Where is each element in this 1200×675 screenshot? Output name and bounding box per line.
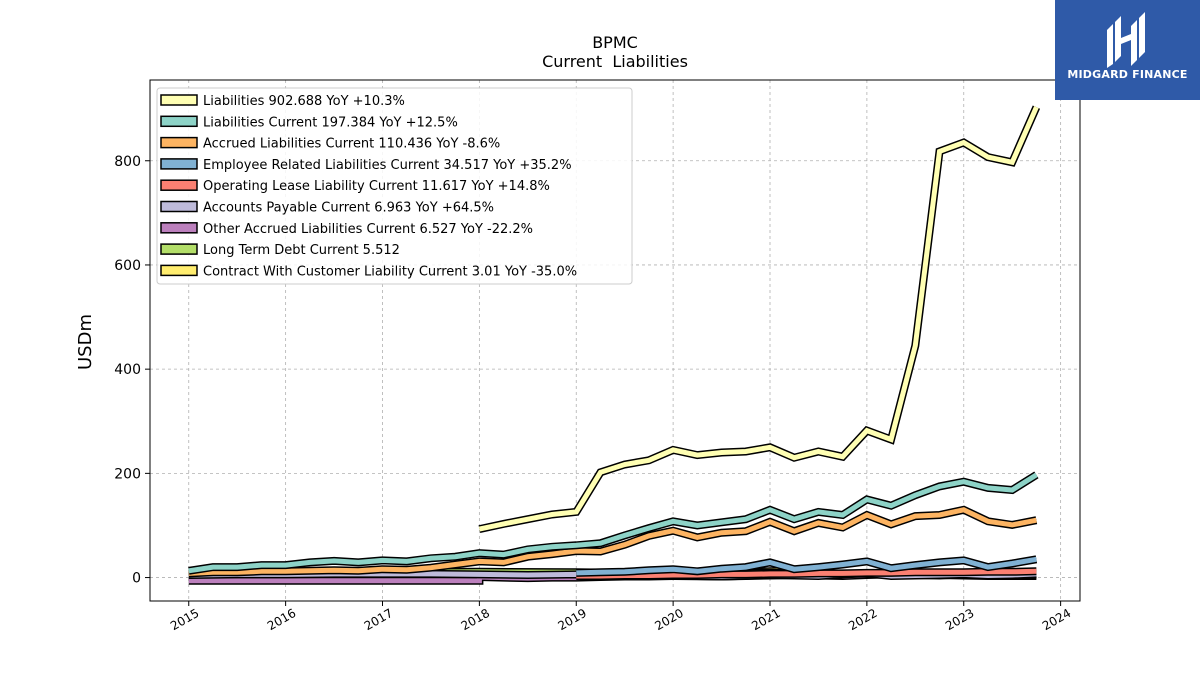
series-line bbox=[576, 556, 1037, 576]
series-employee-related-liabilities-current bbox=[576, 555, 1038, 577]
x-tick-label: 2015 bbox=[168, 606, 201, 633]
series-line bbox=[188, 507, 1037, 576]
midgard-logo-icon bbox=[1107, 12, 1145, 68]
x-tick-label: 2020 bbox=[652, 606, 685, 633]
series-liabilities bbox=[478, 105, 1041, 534]
legend-swatch bbox=[160, 158, 198, 170]
x-tick-label: 2023 bbox=[943, 606, 976, 633]
y-tick-label: 800 bbox=[114, 154, 141, 170]
x-tick-label: 2021 bbox=[749, 606, 782, 633]
legend-label: Other Accrued Liabilities Current 6.527 … bbox=[203, 222, 533, 237]
plot-area-frame bbox=[149, 79, 1081, 602]
x-tick-label: 2018 bbox=[459, 606, 492, 633]
legend-label: Liabilities Current 197.384 YoY +12.5% bbox=[203, 115, 458, 130]
legend-swatch bbox=[160, 94, 198, 106]
x-tick-label: 2024 bbox=[1040, 606, 1073, 633]
legend-swatch bbox=[160, 264, 198, 277]
series-line-outline bbox=[188, 471, 1039, 575]
legend-swatch bbox=[160, 115, 198, 128]
y-tick-label: 200 bbox=[114, 466, 141, 482]
series-liabilities-current bbox=[188, 471, 1039, 575]
y-tick-label: 0 bbox=[132, 571, 141, 587]
x-tick-label: 2017 bbox=[362, 606, 395, 633]
chart-title: BPMC bbox=[592, 33, 638, 52]
brand-logo: MIDGARD FINANCE bbox=[1055, 0, 1200, 100]
series-line bbox=[188, 472, 1038, 574]
legend-label: Liabilities 902.688 YoY +10.3% bbox=[203, 94, 405, 109]
legend-swatch bbox=[160, 179, 198, 191]
legend-swatch bbox=[160, 200, 198, 213]
logo-text: MIDGARD FINANCE bbox=[1067, 68, 1188, 81]
legend-label: Accounts Payable Current 6.963 YoY +64.5… bbox=[203, 201, 494, 216]
legend-swatch bbox=[160, 136, 198, 149]
y-tick-label: 400 bbox=[114, 362, 141, 378]
x-tick-label: 2022 bbox=[846, 606, 879, 633]
y-axis-label: USDm bbox=[75, 314, 96, 370]
legend-box bbox=[156, 87, 633, 285]
legend-label: Contract With Customer Liability Current… bbox=[203, 264, 577, 279]
legend: Liabilities 902.688 YoY +10.3% Liabilitie… bbox=[156, 87, 633, 285]
y-tick-label: 600 bbox=[114, 258, 141, 274]
chart-subtitle: Current Liabilities bbox=[542, 52, 688, 71]
x-tick-label: 2019 bbox=[556, 606, 589, 633]
legend-swatch bbox=[160, 222, 198, 234]
legend-label: Accrued Liabilities Current 110.436 YoY … bbox=[203, 137, 500, 152]
legend-label: Employee Related Liabilities Current 34.… bbox=[203, 158, 572, 173]
legend-label: Long Term Debt Current 5.512 bbox=[203, 243, 400, 258]
series-line bbox=[478, 106, 1039, 532]
series-accrued-liabilities-current bbox=[188, 505, 1038, 578]
legend-swatch bbox=[160, 243, 198, 255]
series-lines bbox=[188, 105, 1041, 585]
legend-label: Operating Lease Liability Current 11.617… bbox=[203, 179, 550, 194]
series-operating-lease-liability-current bbox=[576, 567, 1037, 580]
series-line bbox=[576, 568, 1037, 579]
x-tick-label: 2016 bbox=[265, 606, 298, 633]
